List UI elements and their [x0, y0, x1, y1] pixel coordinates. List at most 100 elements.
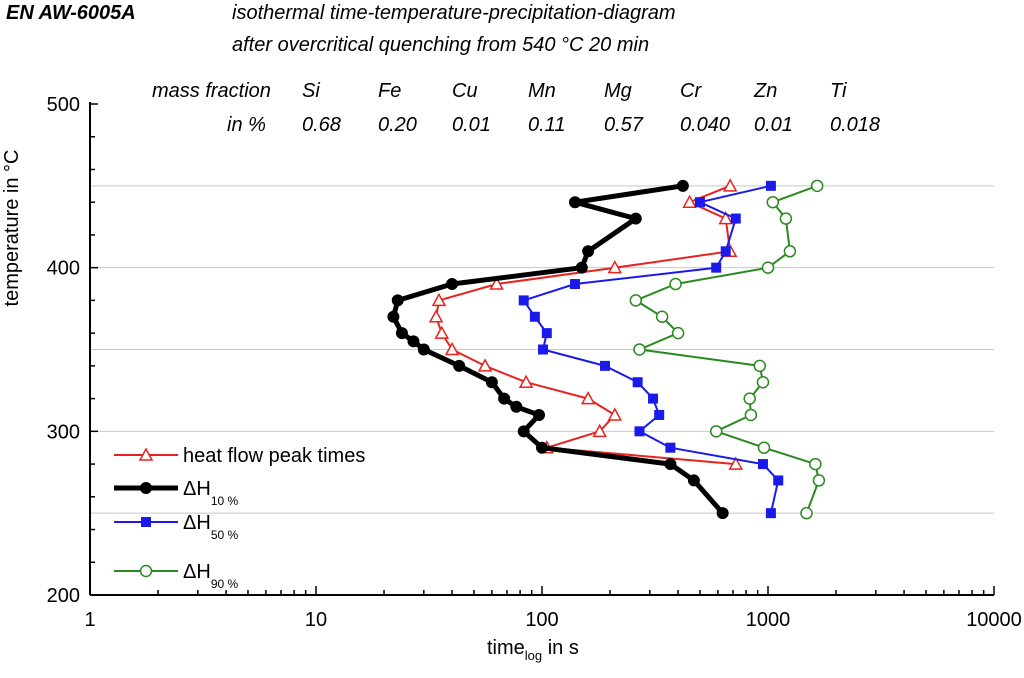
series-3-point	[810, 179, 824, 193]
series-0-point	[607, 260, 623, 274]
element-symbol-cr: Cr	[680, 80, 702, 102]
series-2-point	[599, 360, 610, 371]
series-3-point	[800, 506, 813, 520]
series-2-point	[570, 279, 581, 290]
series-3-point	[671, 326, 685, 340]
series-0-point	[428, 309, 444, 323]
series-0-point	[580, 391, 596, 405]
legend-label-2: ΔH50 %	[183, 512, 238, 542]
element-value-zn: 0.01	[754, 114, 793, 136]
element-value-cu: 0.01	[452, 114, 491, 136]
series-1-point	[395, 327, 408, 340]
element-value-cr: 0.040	[680, 114, 731, 136]
series-1-point	[582, 245, 595, 258]
element-symbol-mg: Mg	[604, 80, 632, 102]
series-1-point	[446, 278, 459, 291]
series-3-point	[766, 195, 780, 209]
chart-subtitle-line2: after overcritical quenching from 540 °C…	[232, 34, 650, 56]
legend-label-3: ΔH90 %	[183, 561, 238, 591]
element-symbol-fe: Fe	[378, 80, 402, 102]
legend-label-1: ΔH10 %	[183, 478, 238, 508]
element-value-fe: 0.20	[378, 114, 417, 136]
composition-unit: in %	[227, 114, 266, 136]
series-3-point	[709, 425, 723, 438]
series-2-point	[654, 409, 665, 420]
x-tick-label-1: 1	[84, 609, 95, 631]
series-1-point	[716, 507, 729, 520]
series-line-0	[435, 184, 736, 466]
series-3-point	[812, 474, 826, 487]
element-symbol-zn: Zn	[754, 80, 778, 102]
x-tick-label-10000: 10000	[966, 609, 1022, 631]
x-tick-label-10: 10	[305, 609, 327, 631]
element-value-ti: 0.018	[830, 114, 881, 136]
series-1-point	[687, 474, 700, 487]
element-value-mn: 0.11	[528, 114, 566, 136]
series-0-point	[477, 358, 493, 372]
series-1-point	[575, 261, 588, 274]
x-tick-label-1000: 1000	[746, 609, 791, 631]
series-0-point	[489, 276, 504, 290]
element-symbol-cu: Cu	[452, 80, 478, 102]
series-3-point	[633, 343, 646, 356]
series-0-point	[431, 292, 447, 307]
series-3-point	[753, 359, 767, 373]
series-3-point	[669, 277, 682, 291]
series-2-point	[541, 328, 552, 339]
series-1-point	[510, 400, 523, 413]
legend-marker-1	[140, 482, 152, 494]
series-2-point	[648, 393, 659, 404]
series-1-point	[417, 343, 430, 356]
series-2-point	[634, 426, 645, 437]
x-axis-label: timelog in s	[487, 637, 579, 663]
series-1-point	[536, 441, 548, 454]
series-2-point	[773, 475, 784, 486]
x-tick-label-100: 100	[525, 609, 558, 631]
series-0-point	[444, 341, 460, 356]
element-symbol-ti: Ti	[830, 80, 847, 102]
y-tick-label-200: 200	[47, 585, 80, 607]
series-3-point	[783, 245, 797, 258]
series-1-point	[569, 196, 582, 209]
y-tick-label-500: 500	[47, 94, 80, 116]
y-tick-label-300: 300	[47, 421, 80, 443]
series-2-point	[720, 246, 731, 257]
legend-label-0: heat flow peak times	[183, 445, 365, 467]
series-3-point	[779, 212, 793, 225]
series-2-point	[694, 197, 705, 208]
series-1-point	[498, 392, 511, 405]
series-1-point	[407, 335, 420, 348]
series-3-point	[655, 310, 669, 324]
chart-subtitle-line1: isothermal time-temperature-precipitatio…	[232, 2, 676, 24]
legend-marker-3	[139, 564, 153, 578]
legend-marker-2	[141, 517, 151, 527]
series-3-point	[756, 375, 770, 389]
composition-label: mass fraction	[152, 80, 271, 102]
series-0-point	[518, 374, 534, 388]
series-0-point	[718, 211, 733, 225]
legend-marker-0	[138, 447, 154, 461]
series-0-point	[722, 178, 738, 192]
series-1-point	[664, 458, 677, 471]
series-1-point	[629, 212, 642, 225]
series-2-point	[765, 180, 776, 191]
alloy-title: EN AW-6005A	[6, 2, 136, 24]
element-symbol-mn: Mn	[528, 80, 556, 102]
series-3-point	[761, 261, 775, 274]
series-2-point	[730, 213, 741, 224]
series-0-point	[607, 407, 623, 421]
series-1-point	[453, 359, 466, 372]
y-axis-label: temperature in °C	[1, 149, 23, 307]
element-symbol-si: Si	[302, 80, 320, 102]
series-1-point	[387, 310, 400, 323]
y-tick-label-400: 400	[47, 258, 80, 280]
series-2-point	[529, 311, 540, 322]
series-0-point	[682, 194, 697, 208]
series-3-point	[809, 457, 822, 471]
series-2-point	[632, 377, 643, 388]
series-2-point	[665, 442, 676, 453]
series-1-point	[676, 179, 689, 192]
series-2-point	[711, 262, 722, 273]
series-2-point	[765, 508, 776, 519]
